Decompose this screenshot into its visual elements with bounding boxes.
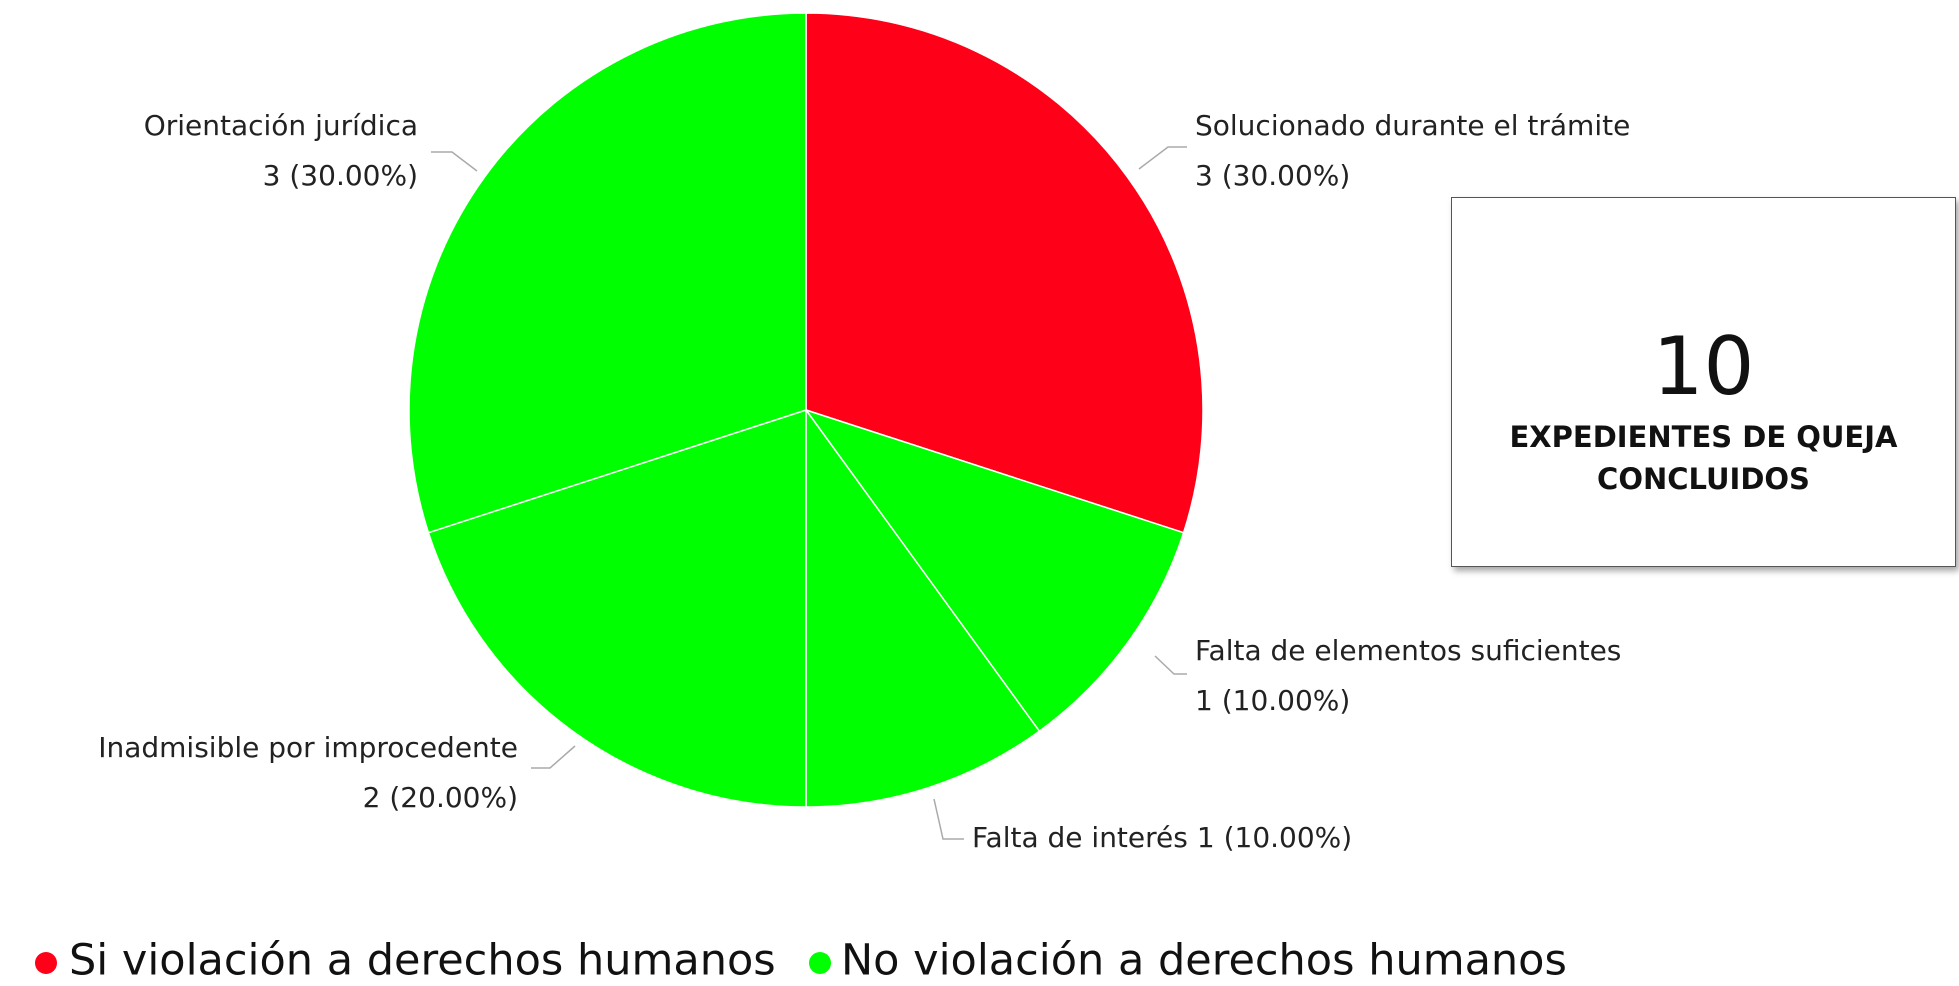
legend-marker	[809, 952, 831, 974]
slice-value-label: 1 (10.00%)	[1197, 821, 1352, 854]
slice-value-label: 3 (30.00%)	[1195, 159, 1350, 192]
slice-value-label: 3 (30.00%)	[263, 159, 418, 192]
legend-label: Si violación a derechos humanos	[69, 936, 776, 986]
slice-label-line: Falta de interés 1 (10.00%)	[972, 821, 1352, 854]
legend-marker	[35, 952, 57, 974]
slice-value-label: 2 (20.00%)	[363, 781, 518, 814]
total-label: EXPEDIENTES DE QUEJA CONCLUIDOS	[1509, 420, 1898, 496]
pie-slice	[805, 407, 1041, 808]
total-value: 10	[1652, 320, 1755, 413]
leader-line	[1154, 655, 1187, 675]
leader-line	[431, 151, 478, 172]
slice-label: Inadmisible por improcedente	[98, 731, 518, 764]
leader-line	[531, 745, 576, 769]
leader-line	[1138, 146, 1187, 170]
pie-slice	[804, 408, 1185, 733]
slice-label: Solucionado durante el trámite	[1195, 109, 1630, 142]
pie-slice	[805, 12, 1204, 534]
slice-label: Orientación jurídica	[144, 109, 418, 142]
pie-slice	[408, 12, 807, 534]
legend-label: No violación a derechos humanos	[841, 936, 1567, 986]
slice-label: Falta de interés	[972, 821, 1188, 854]
pie-slice	[427, 408, 807, 808]
slice-value-label: 1 (10.00%)	[1195, 684, 1350, 717]
total-box: 10 EXPEDIENTES DE QUEJA CONCLUIDOS	[1451, 197, 1956, 567]
slice-label: Falta de elementos suficientes	[1195, 634, 1621, 667]
leader-line	[933, 798, 964, 840]
